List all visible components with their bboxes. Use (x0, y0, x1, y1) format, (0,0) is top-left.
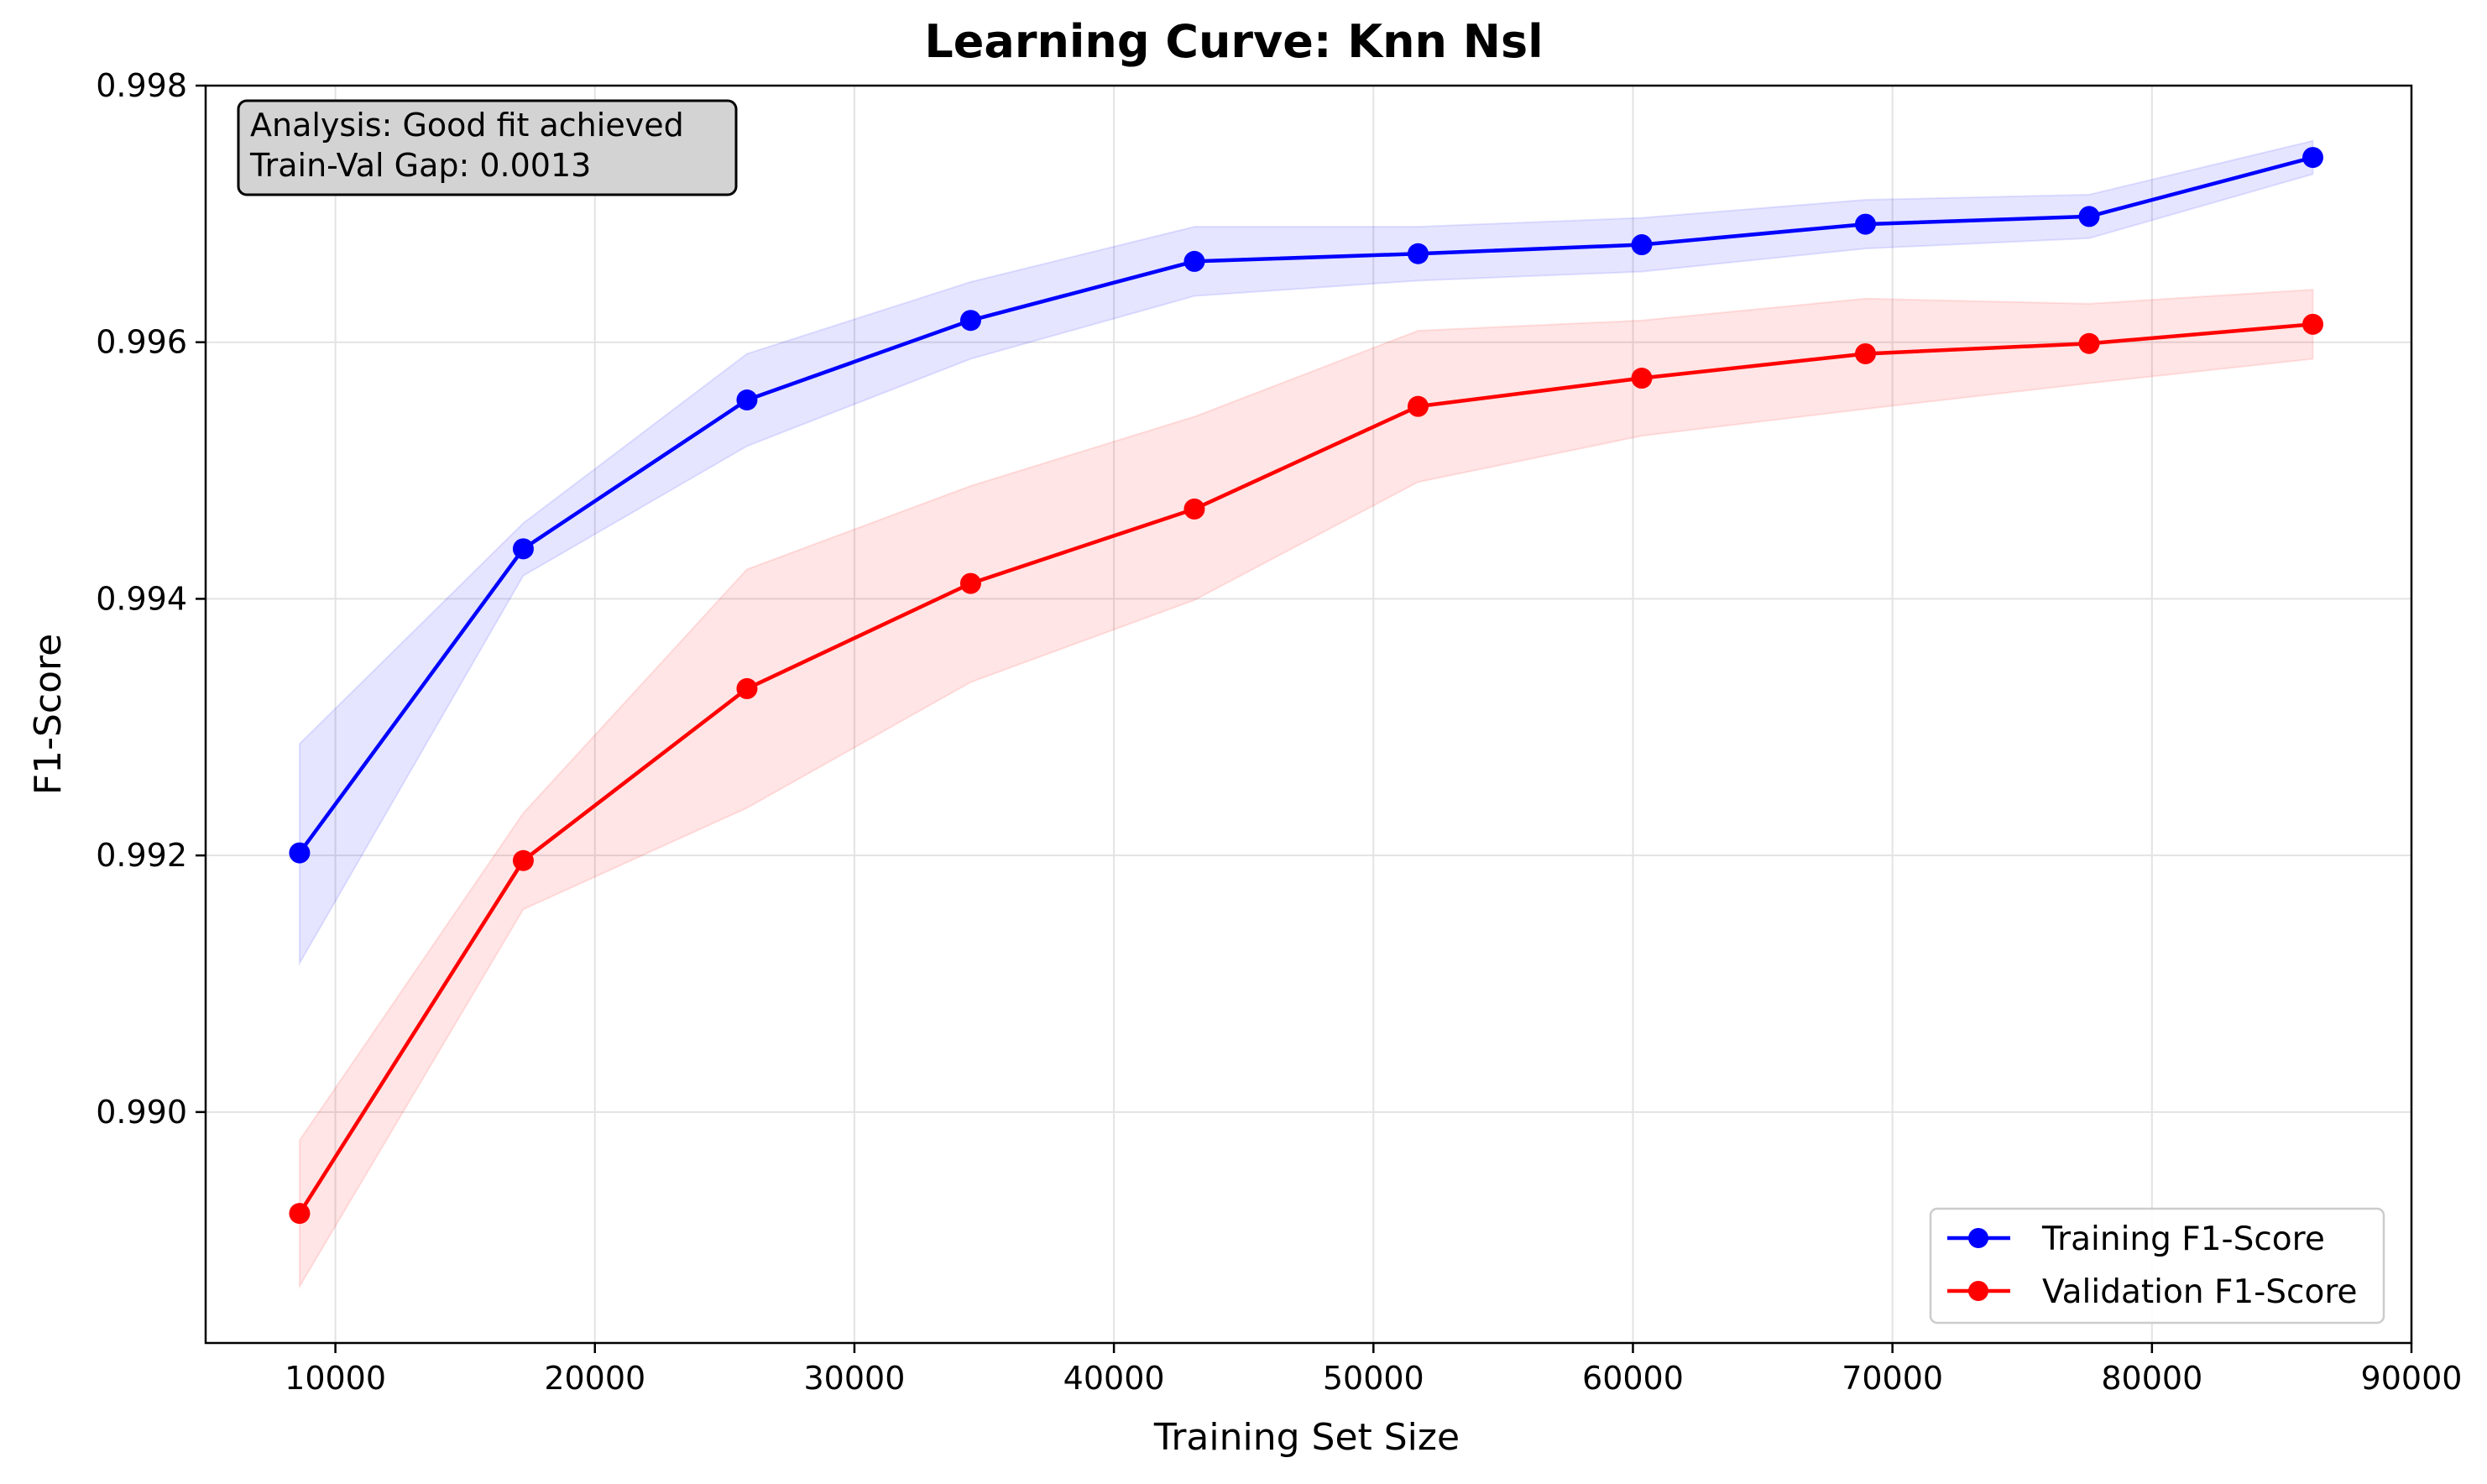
plot-frame (204, 84, 2413, 1345)
training-confidence-band (298, 139, 2314, 967)
x-tick-label: 60000 (1582, 1360, 1684, 1397)
chart-title: Learning Curve: Knn Nsl (924, 15, 1543, 68)
x-tick-label: 20000 (544, 1360, 645, 1397)
axis-ticks: 10000 20000 30000 40000 50000 60000 70000 80000… (96, 67, 2462, 1397)
validation-point (2302, 313, 2324, 335)
validation-point (736, 677, 758, 699)
validation-point (289, 1203, 311, 1225)
training-point (736, 389, 758, 410)
annotation-line-2: Train-Val Gap: 0.0013 (249, 147, 591, 184)
training-point (289, 842, 311, 864)
training-point (959, 310, 981, 332)
x-tick-label: 50000 (1323, 1360, 1424, 1397)
legend-validation-marker (1968, 1281, 1988, 1301)
y-tick-label: 0.992 (96, 837, 187, 874)
x-tick-label: 70000 (1842, 1360, 1943, 1397)
training-point (2302, 147, 2324, 169)
validation-point (512, 849, 534, 871)
series-lines (298, 155, 2314, 1215)
validation-point (1183, 498, 1205, 520)
x-tick-label: 80000 (2101, 1360, 2202, 1397)
training-point (1183, 250, 1205, 272)
validation-confidence-band (298, 288, 2314, 1290)
y-tick-label: 0.996 (96, 324, 187, 361)
y-tick-label: 0.998 (96, 67, 187, 104)
x-tick-label: 90000 (2361, 1360, 2463, 1397)
training-point (2078, 206, 2100, 227)
legend-training-label: Training F1-Score (2041, 1220, 2325, 1258)
validation-point (1854, 342, 1876, 364)
validation-line (298, 322, 2313, 1215)
y-tick-label: 0.994 (96, 580, 187, 617)
annotation-line-1: Analysis: Good fit achieved (250, 107, 684, 144)
x-tick-label: 30000 (803, 1360, 905, 1397)
validation-point (2078, 332, 2100, 354)
training-point (1854, 213, 1876, 235)
training-point (512, 538, 534, 560)
validation-point (1631, 368, 1653, 389)
legend-validation-label: Validation F1-Score (2042, 1273, 2358, 1311)
confidence-bands (298, 139, 2314, 1290)
y-tick-label: 0.990 (96, 1094, 187, 1131)
validation-point (1407, 395, 1429, 417)
series-markers (289, 147, 2324, 1225)
x-tick-label: 10000 (285, 1360, 386, 1397)
y-axis-label: F1-Score (27, 634, 70, 795)
chart-legend: Training F1-Score Validation F1-Score (1929, 1207, 2385, 1325)
training-line (298, 155, 2314, 854)
training-point (1407, 243, 1429, 264)
legend-training-marker (1968, 1228, 1988, 1248)
analysis-annotation: Analysis: Good fit achieved Train-Val Ga… (237, 99, 738, 196)
x-tick-label: 40000 (1063, 1360, 1165, 1397)
validation-point (959, 572, 981, 594)
legend-frame (1929, 1207, 2385, 1325)
annotation-background (237, 99, 738, 196)
training-point (1631, 234, 1653, 256)
x-axis-label: Training Set Size (1153, 1416, 1460, 1459)
